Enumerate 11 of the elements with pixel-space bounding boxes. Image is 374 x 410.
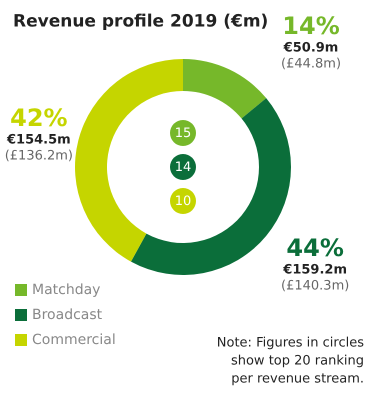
data-label: 14% €50.9m (£44.8m) <box>280 12 342 72</box>
ranking-circle: 14 <box>170 154 196 180</box>
legend-label: Matchday <box>32 282 100 298</box>
data-label: 42% €154.5m (£136.2m) <box>4 104 73 164</box>
text: Note: Figures in circles show top 20 ranking per revenue stream. <box>216 336 364 386</box>
legend-label: Broadcast <box>32 307 103 323</box>
legend-label: Commercial <box>32 332 116 348</box>
data-label: 44% €159.2m (£140.3m) <box>281 234 350 294</box>
ranking-circle: 10 <box>170 188 196 214</box>
chart-title: Revenue profile 2019 (€m) <box>13 12 268 32</box>
ranking-circle: 15 <box>170 120 196 146</box>
